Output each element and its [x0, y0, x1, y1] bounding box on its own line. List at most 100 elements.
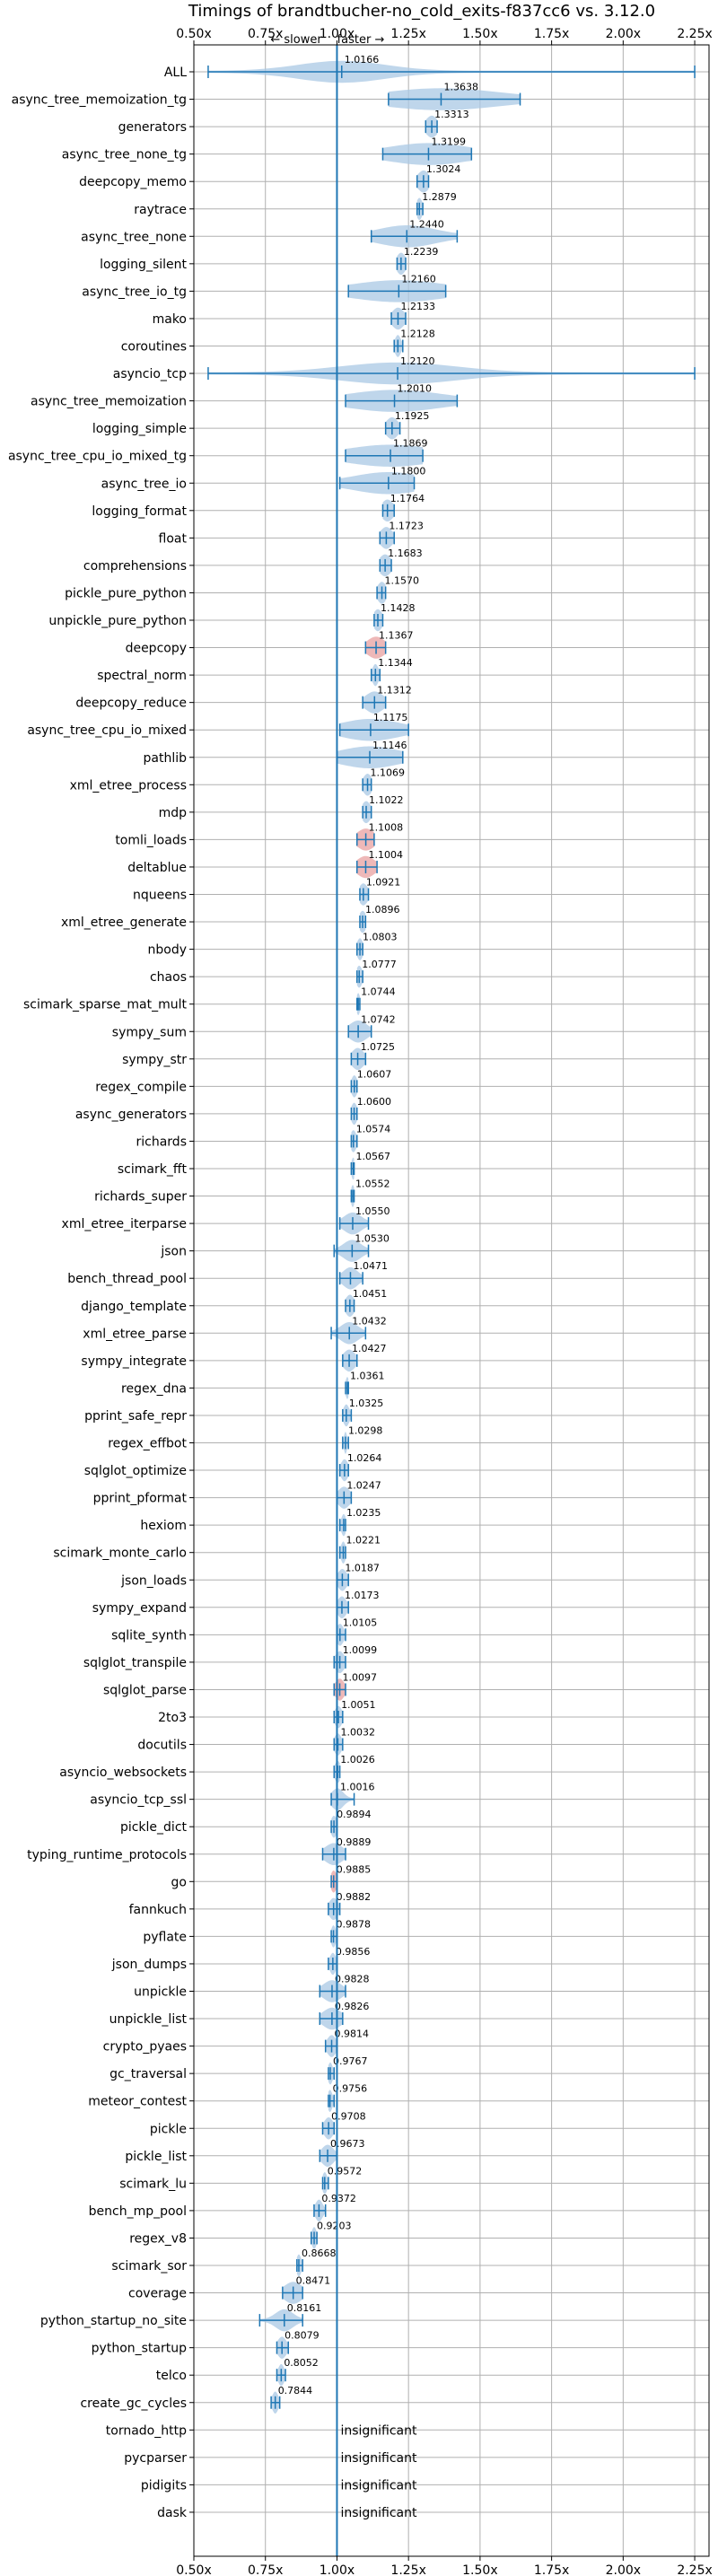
value-label: 1.2440	[409, 218, 444, 230]
value-label: 1.0921	[366, 877, 401, 889]
faster-annotation: faster →	[337, 33, 385, 47]
benchmark-label: sympy_sum	[112, 1025, 187, 1039]
value-label: 1.1344	[378, 657, 413, 669]
benchmark-label: asyncio_websockets	[59, 1766, 187, 1780]
value-label: 1.1800	[391, 465, 426, 477]
benchmark-label: async_tree_none_tg	[62, 148, 187, 162]
value-label: 1.1022	[369, 794, 404, 806]
benchmark-label: crypto_pyaes	[103, 2040, 187, 2055]
benchmark-label: 2to3	[158, 1711, 187, 1725]
benchmark-label: xml_etree_parse	[83, 1327, 187, 1341]
value-label: 0.9203	[317, 2220, 352, 2231]
value-label: 1.2120	[400, 355, 435, 367]
value-label: 1.0600	[357, 1096, 392, 1108]
slower-annotation: ← slower	[270, 33, 322, 47]
benchmark-label: coroutines	[121, 340, 187, 355]
benchmark-label: deltablue	[127, 861, 187, 875]
bottom-tick-label: 1.50x	[462, 2563, 497, 2576]
top-axis-ticks: 0.50x 0.75x 1.00x 1.25x 1.50x 1.75x 2.00x 2.25x	[176, 27, 713, 45]
benchmark-label: sqlglot_optimize	[84, 1464, 187, 1478]
benchmark-label: deepcopy_memo	[79, 175, 187, 189]
value-label: 0.8668	[302, 2247, 337, 2259]
value-label: 0.9885	[337, 1863, 372, 1875]
value-label: 1.0173	[345, 1590, 380, 1601]
benchmark-label: unpickle_pure_python	[48, 614, 187, 628]
benchmark-label: async_tree_io_tg	[82, 285, 187, 299]
value-label: 1.0235	[346, 1507, 381, 1519]
bottom-tick-label: 1.00x	[320, 2563, 355, 2576]
benchmark-label: sympy_str	[122, 1053, 187, 1067]
value-label: 1.2879	[422, 191, 457, 203]
bottom-tick-label: 2.25x	[677, 2563, 712, 2576]
value-label: 0.8079	[285, 2330, 320, 2342]
value-label: 0.9882	[337, 1891, 372, 1903]
benchmark-label: scimark_fft	[118, 1162, 188, 1177]
benchmark-label: richards_super	[94, 1190, 187, 1205]
benchmark-label: deepcopy	[126, 642, 187, 656]
benchmark-label: async_tree_none	[81, 230, 187, 244]
value-label: 1.0471	[353, 1260, 388, 1272]
benchmark-label: create_gc_cycles	[80, 2396, 187, 2411]
top-tick-label: 0.75x	[248, 27, 283, 41]
plot-frame	[193, 44, 710, 2557]
value-label: 0.9572	[328, 2165, 363, 2177]
value-label: 1.1004	[368, 849, 403, 861]
insignificant-label: insignificant	[340, 2506, 417, 2520]
benchmark-label: docutils	[137, 1739, 187, 1753]
value-label: 1.0099	[343, 1644, 378, 1656]
benchmark-label: telco	[156, 2369, 187, 2383]
benchmark-label: chaos	[150, 970, 187, 985]
value-label: 1.3199	[431, 136, 466, 148]
value-label: 0.8052	[284, 2357, 319, 2369]
value-label: 1.0567	[356, 1151, 391, 1162]
value-label: 1.0451	[353, 1288, 388, 1300]
benchmark-label: go	[171, 1875, 187, 1889]
value-label: 1.0016	[340, 1782, 375, 1793]
benchmark-label: richards	[136, 1135, 188, 1149]
benchmark-label: scimark_monte_carlo	[53, 1546, 187, 1561]
benchmark-label: sqlglot_parse	[103, 1683, 187, 1697]
value-label: 1.0166	[345, 54, 380, 66]
bottom-tick-label: 0.50x	[176, 2563, 211, 2576]
value-label: 1.1925	[395, 410, 430, 422]
value-label: 1.0432	[352, 1315, 387, 1327]
value-label: 1.0574	[356, 1123, 391, 1135]
value-label: 0.9894	[337, 1809, 372, 1820]
value-label: 1.0744	[361, 986, 396, 998]
benchmark-label: regex_effbot	[108, 1437, 187, 1451]
value-label: 0.8161	[287, 2302, 322, 2314]
value-label: 1.1146	[372, 740, 407, 751]
value-label: 1.0051	[341, 1699, 376, 1711]
benchmark-label: async_tree_io	[101, 477, 187, 491]
benchmark-label: django_template	[81, 1300, 187, 1314]
value-label: 1.1428	[381, 602, 416, 614]
value-label: 1.1683	[388, 548, 423, 559]
bottom-tick-label: 1.75x	[534, 2563, 569, 2576]
benchmark-label: spectral_norm	[97, 669, 187, 683]
value-label: 0.9372	[321, 2193, 356, 2204]
value-label: 1.0221	[346, 1535, 381, 1546]
top-tick-label: 2.00x	[606, 27, 641, 41]
value-label: 1.0032	[340, 1727, 375, 1739]
value-label: 0.8471	[296, 2275, 331, 2287]
value-label: 1.0427	[352, 1343, 387, 1354]
value-label: 1.2133	[400, 301, 435, 312]
value-label: 1.0607	[357, 1068, 392, 1080]
value-label: 1.1069	[371, 767, 406, 778]
value-label: 1.1723	[389, 520, 424, 531]
benchmark-label: xml_etree_iterparse	[62, 1217, 187, 1231]
benchmark-label: scimark_sparse_mat_mult	[23, 998, 187, 1012]
benchmark-label: float	[159, 531, 188, 546]
insignificant-label: insignificant	[340, 2451, 417, 2466]
benchmark-label: pathlib	[144, 751, 188, 766]
benchmark-label: pickle	[150, 2122, 187, 2136]
value-label: 1.0725	[361, 1041, 396, 1053]
value-label: 1.2128	[400, 329, 435, 340]
top-tick-label: 1.00x	[320, 27, 355, 41]
value-label: 1.0097	[343, 1671, 378, 1683]
value-label: 1.1869	[393, 438, 428, 450]
benchmark-label: unpickle_list	[109, 2012, 188, 2027]
value-label: 1.0247	[346, 1480, 381, 1492]
value-label: 1.1312	[377, 685, 412, 697]
